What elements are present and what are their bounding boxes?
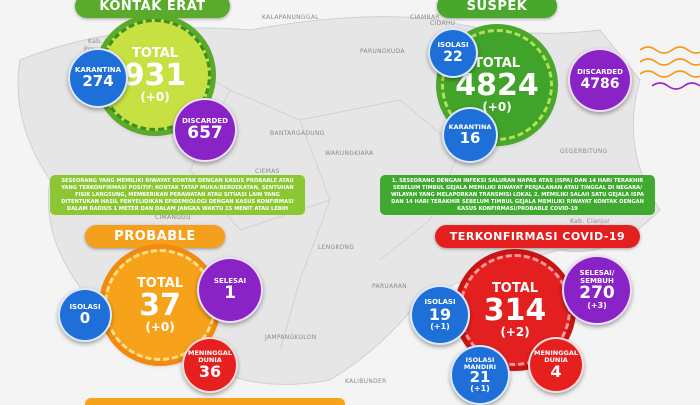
section-description: SESEORANG YANG MEMILIKI RIWAYAT KONTAK D…: [50, 175, 305, 215]
map-label: CIEMAS: [255, 168, 280, 175]
circle-label: DISCARDED: [577, 68, 623, 77]
map-label: PARUNGKUDA: [360, 48, 405, 55]
circle-label: TOTAL: [491, 281, 539, 297]
circle-label: ISOLASI: [424, 298, 456, 307]
map-label: CIMANGGU: [155, 214, 191, 221]
section-title: TERKONFIRMASI COVID-19: [435, 225, 640, 248]
circle-label: ISOLASI: [437, 41, 469, 50]
wave-decoration: [651, 82, 700, 90]
circle-label: SELESAI: [213, 276, 247, 285]
stat-circle: ISOLASI MANDIRI 21 (+1): [450, 345, 510, 405]
circle-change: (+1): [470, 384, 490, 394]
circle-label: ISOLASI: [69, 302, 101, 311]
stat-circle: ISOLASI 22: [428, 28, 478, 78]
circle-value: 19: [428, 304, 452, 324]
circle-label: KARANTINA: [74, 65, 122, 74]
circle-change: (+1): [430, 321, 450, 331]
stat-circle: MENINGGAL DUNIA 4: [528, 337, 584, 393]
map-label: PARUARAN: [372, 283, 407, 290]
wave-decoration: [639, 46, 700, 78]
stat-circle: DISCARDED 657: [173, 98, 237, 162]
circle-value: 314: [483, 292, 547, 328]
circle-value: 4786: [580, 75, 620, 92]
circle-value: 4: [550, 361, 562, 381]
section-description: 1. SESEORANG DENGAN INFEKSI SALURAN NAPA…: [380, 175, 655, 215]
circle-label: TOTAL: [131, 46, 179, 62]
circle-value: 16: [459, 128, 481, 147]
circle-label: SELESAI/ SEMBUH: [579, 269, 615, 285]
circle-label: DISCARDED: [182, 116, 228, 125]
map-label: WARUNGKIARA: [325, 150, 374, 157]
map-label: KALIBUNDER: [345, 378, 387, 385]
total-circle: TOTAL 37 (+0): [104, 249, 216, 361]
map-label: KALAPANUNGGAL: [262, 14, 319, 21]
circle-value: 1: [224, 283, 236, 304]
circle-value: 36: [198, 361, 222, 381]
section-title: SUSPEK: [437, 0, 557, 18]
map-label: BANTARGADUNG: [270, 130, 325, 137]
circle-label: TOTAL: [136, 276, 184, 292]
section-title: KONTAK ERAT: [75, 0, 230, 18]
stat-circle: SELESAI/ SEMBUH 270 (+3): [562, 255, 632, 325]
circle-value: 4824: [455, 67, 539, 103]
circle-change: (+2): [500, 324, 530, 339]
circle-label: MENINGGAL DUNIA: [188, 349, 233, 364]
stat-circle: SELESAI 1: [197, 257, 263, 323]
stat-circle: DISCARDED 4786: [568, 48, 632, 112]
map-label: JAMPANGKULON: [265, 334, 317, 341]
circle-label: KARANTINA: [448, 123, 492, 132]
stat-circle: ISOLASI 0: [58, 288, 112, 342]
circle-value: 931: [123, 57, 187, 93]
footer-bar: [85, 398, 345, 405]
map-label: CIAMBAR: [410, 14, 440, 21]
stat-circle: MENINGGAL DUNIA 36: [182, 337, 238, 393]
circle-value: 22: [443, 48, 463, 65]
circle-change: (+3): [587, 300, 607, 310]
section-title: PROBABLE: [85, 225, 225, 248]
circle-value: 0: [79, 309, 91, 328]
circle-change: (+0): [145, 319, 175, 334]
map-label: Kab. Cianjur: [570, 218, 611, 225]
circle-value: 270: [579, 282, 615, 303]
circle-label: ISOLASI MANDIRI: [463, 355, 497, 371]
stat-circle: ISOLASI 19 (+1): [410, 285, 470, 345]
stat-circle: KARANTINA 274: [68, 48, 128, 108]
circle-change: (+0): [140, 89, 170, 104]
map-label: Kab. Lebak: [88, 38, 125, 45]
circle-value: 37: [139, 287, 181, 323]
map-label: GEGERBITUNG: [560, 148, 608, 155]
circle-value: 21: [469, 368, 491, 387]
map-label: LENGKONG: [318, 244, 355, 251]
circle-label: TOTAL: [473, 56, 521, 72]
circle-label: MENINGGAL DUNIA: [534, 349, 579, 364]
circle-value: 274: [82, 72, 114, 91]
circle-change: (+0): [482, 99, 512, 114]
circle-value: 657: [187, 123, 223, 144]
stat-circle: KARANTINA 16: [442, 107, 498, 163]
map-label: CIDAHU: [430, 20, 456, 27]
